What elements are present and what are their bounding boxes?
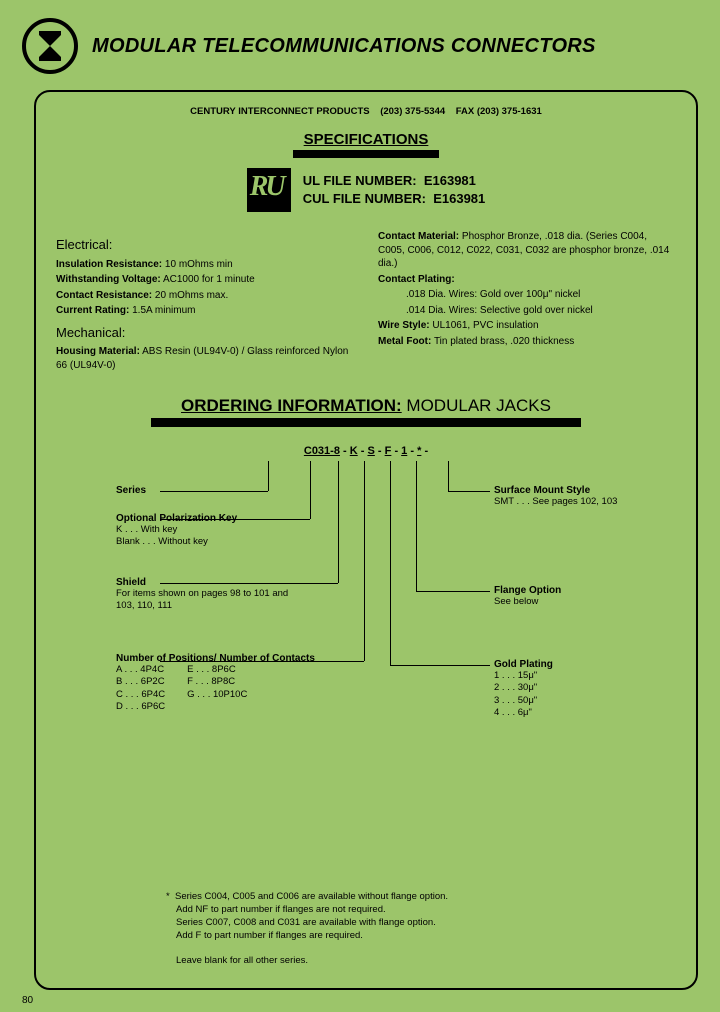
block-flange-heading: Flange Option xyxy=(494,585,654,596)
positions-opt: D . . . 6P6C xyxy=(116,701,165,713)
positions-opt: B . . . 6P2C xyxy=(116,676,165,688)
spec-row: Metal Foot: Tin plated brass, .020 thick… xyxy=(378,335,676,349)
company-line: CENTURY INTERCONNECT PRODUCTS (203) 375-… xyxy=(56,106,676,117)
company-fax: FAX (203) 375-1631 xyxy=(456,106,542,117)
leader-line xyxy=(160,491,268,492)
electrical-heading: Electrical: xyxy=(56,236,354,254)
spec-row: .014 Dia. Wires: Selective gold over nic… xyxy=(378,304,676,318)
positions-opt: A . . . 4P4C xyxy=(116,664,165,676)
leader-line xyxy=(310,461,311,519)
positions-opt: C . . . 6P4C xyxy=(116,689,165,701)
ordering-title-bold: ORDERING INFORMATION: xyxy=(181,396,402,415)
spec-row: Contact Material: Phosphor Bronze, .018 … xyxy=(378,230,676,271)
spec-col-right: Contact Material: Phosphor Bronze, .018 … xyxy=(378,230,676,374)
page-number: 80 xyxy=(22,995,33,1006)
block-shield-line: For items shown on pages 98 to 101 and 1… xyxy=(116,588,306,613)
part-seg-shield: S xyxy=(368,445,375,457)
spec-columns: Electrical: Insulation Resistance: 10 mO… xyxy=(56,230,676,374)
leader-line xyxy=(416,591,490,592)
gold-opt: 2 . . . 30μ" xyxy=(494,682,654,694)
gold-opt: 4 . . . 6μ" xyxy=(494,707,654,719)
ordering-underline-bar xyxy=(151,418,581,427)
positions-opt: G . . . 10P10C xyxy=(187,689,247,701)
footnote: * Series C004, C005 and C006 are availab… xyxy=(166,891,636,968)
footnote-line: Series C004, C005 and C006 are available… xyxy=(175,891,448,902)
block-polar-heading: Optional Polarization Key xyxy=(116,513,286,524)
ul-file-line: UL FILE NUMBER: E163981 xyxy=(303,172,486,190)
company-name: CENTURY INTERCONNECT PRODUCTS xyxy=(190,106,369,117)
ul-file-value: E163981 xyxy=(424,173,476,188)
cul-file-line: CUL FILE NUMBER: E163981 xyxy=(303,190,486,208)
ul-file-label: UL FILE NUMBER: xyxy=(303,173,417,188)
spec-row: Withstanding Voltage: AC1000 for 1 minut… xyxy=(56,273,354,287)
block-positions-heading: Number of Positions/ Number of Contacts xyxy=(116,653,346,664)
footnote-star: * xyxy=(166,891,170,902)
spec-row: Contact Plating: xyxy=(378,273,676,287)
part-seg-positions: F xyxy=(385,445,392,457)
positions-opt: E . . . 8P6C xyxy=(187,664,247,676)
ordering-heading: ORDERING INFORMATION: MODULAR JACKS xyxy=(56,396,676,427)
spec-underline-bar xyxy=(293,150,439,158)
ul-logo-icon xyxy=(247,168,291,212)
block-smt-heading: Surface Mount Style xyxy=(494,485,654,496)
ordering-title-rest: MODULAR JACKS xyxy=(402,396,551,415)
block-shield: Shield For items shown on pages 98 to 10… xyxy=(116,577,306,613)
block-polar-line: K . . . With key xyxy=(116,524,286,536)
block-polarization: Optional Polarization Key K . . . With k… xyxy=(116,513,286,549)
footnote-line: Add NF to part number if flanges are not… xyxy=(166,904,386,915)
positions-opt: F . . . 8P8C xyxy=(187,676,247,688)
leader-line xyxy=(364,461,365,661)
block-smt: Surface Mount Style SMT . . . See pages … xyxy=(494,485,654,508)
part-seg-gold: 1 xyxy=(401,445,407,457)
gold-opt: 1 . . . 15μ" xyxy=(494,670,654,682)
spec-row: Contact Resistance: 20 mOhms max. xyxy=(56,289,354,303)
spec-heading: SPECIFICATIONS xyxy=(56,131,676,158)
block-polar-line: Blank . . . Without key xyxy=(116,536,286,548)
leader-line xyxy=(338,461,339,583)
spec-row: Insulation Resistance: 10 mOhms min xyxy=(56,258,354,272)
block-series: Series xyxy=(116,485,146,496)
spec-row: Current Rating: 1.5A minimum xyxy=(56,304,354,318)
leader-line xyxy=(268,461,269,491)
cul-file-label: CUL FILE NUMBER: xyxy=(303,191,426,206)
spec-title: SPECIFICATIONS xyxy=(56,131,676,148)
page-title: MODULAR TELECOMMUNICATIONS CONNECTORS xyxy=(92,35,596,58)
content-frame: CENTURY INTERCONNECT PRODUCTS (203) 375-… xyxy=(34,90,698,990)
footnote-line: Leave blank for all other series. xyxy=(166,955,308,966)
ordering-diagram: Series Optional Polarization Key K . . .… xyxy=(56,461,676,801)
block-flange: Flange Option See below xyxy=(494,585,654,608)
footnote-line: Add F to part number if flanges are requ… xyxy=(166,930,363,941)
block-smt-line: SMT . . . See pages 102, 103 xyxy=(494,496,654,508)
part-seg-flange: * xyxy=(417,445,421,457)
spec-row: .018 Dia. Wires: Gold over 100μ" nickel xyxy=(378,288,676,302)
block-gold-heading: Gold Plating xyxy=(494,659,654,670)
block-flange-line: See below xyxy=(494,596,654,608)
leader-line xyxy=(416,461,417,591)
footnote-line: Series C007, C008 and C031 are available… xyxy=(166,917,436,928)
leader-line xyxy=(390,665,490,666)
spec-row: Wire Style: UL1061, PVC insulation xyxy=(378,319,676,333)
leader-line xyxy=(448,491,490,492)
block-gold: Gold Plating 1 . . . 15μ" 2 . . . 30μ" 3… xyxy=(494,659,654,719)
block-positions: Number of Positions/ Number of Contacts … xyxy=(116,653,346,713)
spec-row: Housing Material: ABS Resin (UL94V-0) / … xyxy=(56,345,354,372)
mechanical-heading: Mechanical: xyxy=(56,324,354,342)
company-phone: (203) 375-5344 xyxy=(380,106,445,117)
cul-file-value: E163981 xyxy=(433,191,485,206)
block-series-heading: Series xyxy=(116,485,146,496)
leader-line xyxy=(448,461,449,491)
part-seg-series: C031-8 xyxy=(304,445,340,457)
spec-col-left: Electrical: Insulation Resistance: 10 mO… xyxy=(56,230,354,374)
part-seg-key: K xyxy=(350,445,358,457)
brand-logo-icon xyxy=(22,18,78,74)
part-number-row: C031-8 - K - S - F - 1 - * - xyxy=(56,445,676,457)
gold-opt: 3 . . . 50μ" xyxy=(494,695,654,707)
ul-block: UL FILE NUMBER: E163981 CUL FILE NUMBER:… xyxy=(56,168,676,212)
leader-line xyxy=(390,461,391,665)
block-shield-heading: Shield xyxy=(116,577,306,588)
